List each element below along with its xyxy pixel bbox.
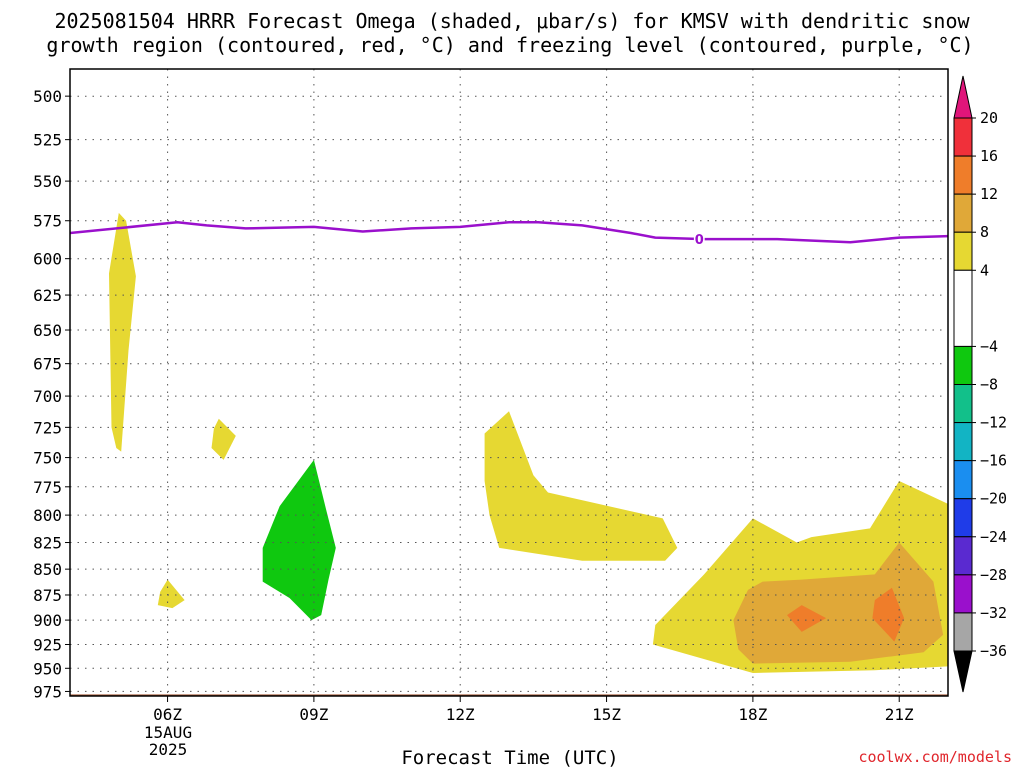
- colorbar-band: [953, 612, 973, 652]
- colorbar-tick-label: −28: [980, 566, 1007, 584]
- pressure-axis: 500 525 550 575 600 625 650 675 700 725 750 775 800 8…: [33, 87, 70, 701]
- date-year-label: 2025: [149, 740, 188, 759]
- colorbar-tick-label: −32: [980, 604, 1007, 622]
- omega-region-green: [262, 459, 336, 621]
- date-day-label: 15AUG: [144, 723, 192, 742]
- y-tick-label: 650: [33, 321, 62, 340]
- y-tick-label: 700: [33, 387, 62, 406]
- y-tick-label: 725: [33, 418, 62, 437]
- omega-region-yellow: [484, 411, 678, 561]
- y-tick-label: 675: [33, 355, 62, 374]
- colorbar-tick-label: −12: [980, 414, 1007, 432]
- y-tick-label: 975: [33, 682, 62, 701]
- colorbar-band: [953, 384, 973, 424]
- x-axis-label: Forecast Time (UTC): [401, 747, 618, 768]
- y-tick-label: 550: [33, 172, 62, 191]
- terrain-layer: [70, 694, 948, 696]
- plot-frame: [69, 68, 949, 697]
- y-tick-label: 575: [33, 212, 62, 231]
- colorbar-tick-label: −8: [980, 376, 998, 394]
- time-axis: 06Z 09Z 12Z 15Z 18Z 21Z: [153, 696, 914, 724]
- colorbar-band: [953, 231, 973, 271]
- colorbar-tick-label: 20: [980, 109, 998, 127]
- freezing-level-label: 0: [695, 233, 704, 248]
- colorbar-tick-label: 12: [980, 185, 998, 203]
- colorbar-top-arrow: [953, 75, 973, 119]
- colorbar-band: [953, 536, 973, 576]
- y-tick-label: 750: [33, 449, 62, 468]
- colorbar-band: [953, 574, 973, 614]
- omega-region-red: [787, 605, 827, 632]
- y-tick-label: 525: [33, 131, 62, 150]
- omega-region-red: [872, 587, 905, 642]
- colorbar-tick-label: −16: [980, 452, 1007, 470]
- y-tick-label: 775: [33, 478, 62, 497]
- y-tick-label: 600: [33, 250, 62, 269]
- y-tick-label: 900: [33, 611, 62, 630]
- colorbar-band: [953, 498, 973, 538]
- colorbar-band: [953, 155, 973, 195]
- omega-region-yellow: [157, 579, 185, 609]
- y-tick-label: 950: [33, 659, 62, 678]
- colorbar-band: [953, 345, 973, 385]
- plot-area: 0: [70, 69, 948, 696]
- x-tick-label: 06Z: [153, 705, 182, 724]
- y-tick-label: 925: [33, 636, 62, 655]
- chart-title-line1: 2025081504 HRRR Forecast Omega (shaded, …: [54, 9, 970, 33]
- colorbar-tick-label: −36: [980, 642, 1007, 660]
- x-tick-label: 21Z: [885, 705, 914, 724]
- y-tick-label: 500: [33, 87, 62, 106]
- y-tick-label: 825: [33, 534, 62, 553]
- y-tick-label: 850: [33, 560, 62, 579]
- colorbar-tick-label: −4: [980, 337, 998, 355]
- x-tick-label: 18Z: [738, 705, 767, 724]
- colorbar-band: [953, 193, 973, 233]
- omega-region-yellow: [211, 418, 236, 460]
- x-tick-label: 09Z: [299, 705, 328, 724]
- chart-title-line2: growth region (contoured, red, °C) and f…: [46, 33, 973, 57]
- colorbar-tick-label: −20: [980, 490, 1007, 508]
- x-tick-label: 12Z: [446, 705, 475, 724]
- colorbar-band: [953, 460, 973, 500]
- freezing-level-line: [70, 221, 948, 244]
- omega-colorbar: 20 16 12 8 4 −4 −8 −12 −16 −20 −24 −28 −32 −36: [953, 75, 1007, 693]
- colorbar-tick-label: 4: [980, 261, 989, 279]
- colorbar-band: [953, 269, 973, 347]
- y-tick-label: 800: [33, 506, 62, 525]
- colorbar-bottom-arrow: [953, 650, 973, 693]
- x-tick-label: 15Z: [592, 705, 621, 724]
- y-tick-label: 875: [33, 586, 62, 605]
- colorbar-band: [953, 117, 973, 157]
- source-credit: coolwx.com/models: [858, 748, 1012, 766]
- colorbar-band: [953, 422, 973, 462]
- colorbar-tick-label: 8: [980, 223, 989, 241]
- colorbar-tick-label: 16: [980, 147, 998, 165]
- colorbar-tick-label: −24: [980, 528, 1007, 546]
- omega-region-yellow: [109, 212, 136, 452]
- y-tick-label: 625: [33, 286, 62, 305]
